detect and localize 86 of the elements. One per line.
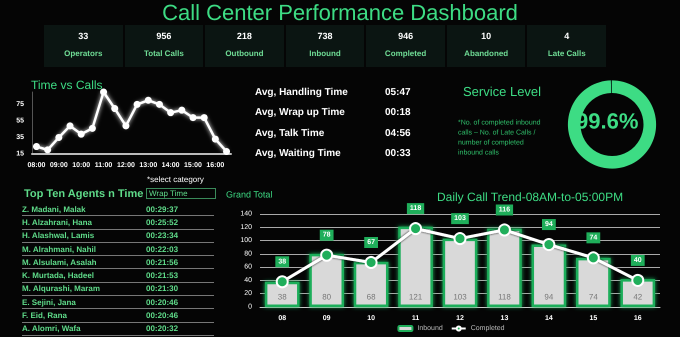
text: 04:56 — [385, 128, 411, 139]
data-label: 4 — [563, 31, 570, 41]
category-label: Avg, Talk Time — [255, 128, 324, 139]
category-label: Outbound — [224, 49, 265, 58]
data-label: 38 — [278, 292, 288, 302]
point — [586, 251, 600, 264]
point — [134, 100, 141, 108]
category-label: Total Calls — [142, 49, 185, 58]
category-label: H. Alashwal, Lamis — [22, 231, 94, 240]
text: 05:47 — [385, 86, 411, 98]
point — [200, 114, 208, 122]
category-label: Operators — [63, 49, 104, 58]
point — [223, 148, 230, 156]
text: 00:33 — [385, 148, 411, 160]
chart-title: Daily Call Trend-08AM-to-05:00PM — [437, 190, 624, 204]
category-label: Completed — [384, 49, 428, 58]
point — [167, 109, 174, 116]
data-label: 80 — [322, 292, 332, 302]
text: Wrap Time — [146, 188, 216, 199]
text: 00:20:46 — [146, 298, 178, 307]
data-label: 103 — [453, 292, 468, 302]
chart-title: Time vs Calls — [31, 78, 103, 92]
point — [32, 143, 40, 150]
text: 00:29:37 — [146, 204, 178, 214]
data-label: 33 — [77, 31, 90, 41]
text: 00:21:30 — [146, 284, 178, 294]
category-label: Avg, Waiting Time — [255, 148, 341, 160]
category-label: Avg, Handling Time — [255, 86, 348, 98]
point — [454, 232, 466, 246]
text: Grand Total — [226, 190, 272, 200]
category-label: F. Eid, Rana — [22, 311, 67, 320]
data-label: 74 — [588, 292, 598, 302]
point — [364, 256, 378, 269]
text: 00:18 — [385, 107, 411, 118]
data-label: 94 — [544, 292, 554, 302]
point — [78, 130, 85, 138]
category-label: A. Alomri, Wafa — [22, 324, 81, 334]
text: *select category — [147, 175, 204, 184]
point — [55, 134, 62, 141]
point — [276, 275, 289, 288]
point — [156, 100, 163, 108]
text: 00:21:56 — [146, 258, 178, 267]
category-label: Inbound — [308, 49, 342, 58]
data-label: 121 — [408, 292, 423, 302]
point — [542, 238, 556, 252]
data-label: 68 — [366, 292, 376, 302]
category-label: Abandoned — [463, 49, 510, 58]
data-label: 946 — [397, 31, 414, 41]
chart-title: Service Level — [463, 84, 542, 99]
text: Call Center Performance Dashboard — [161, 0, 519, 26]
category-label: H. Alzahrani, Hana — [22, 218, 92, 227]
text: 00:23:34 — [146, 231, 178, 240]
text: 00:25:52 — [146, 218, 178, 227]
category-label: Avg, Wrap up Time — [255, 107, 345, 118]
data-label: 42 — [633, 292, 643, 302]
data-label: 118 — [498, 292, 512, 302]
point — [409, 222, 422, 236]
category-label: Late Calls — [546, 49, 587, 58]
point — [111, 105, 118, 112]
point — [498, 223, 511, 236]
data-label: 738 — [316, 31, 334, 41]
text: 00:20:46 — [146, 311, 178, 320]
point — [66, 122, 74, 130]
point — [88, 124, 96, 132]
text: Top Ten Agents n Time — [24, 188, 144, 200]
point — [320, 248, 334, 262]
point — [212, 136, 219, 143]
category-label: E. Sejini, Jana — [22, 298, 76, 307]
point — [122, 122, 130, 130]
point — [44, 146, 52, 154]
text: 00:21:53 — [146, 271, 178, 280]
point — [189, 114, 196, 122]
category-label: M. Alsulami, Asalah — [22, 258, 97, 267]
text: 00:20:32 — [146, 324, 178, 334]
data-label: 10 — [480, 31, 492, 41]
point — [631, 274, 644, 287]
point — [144, 96, 152, 104]
data-label: 218 — [236, 31, 253, 41]
data-label: 956 — [155, 31, 172, 41]
point — [100, 88, 108, 96]
category-label: M. Alqurashi, Maram — [22, 284, 100, 294]
category-label: K. Murtada, Hadeel — [22, 271, 94, 280]
category-label: M. Alrahmani, Nahil — [22, 244, 96, 254]
point — [178, 106, 186, 114]
text: 00:22:03 — [146, 244, 178, 254]
category-label: Z. Madani, Malak — [22, 204, 86, 214]
